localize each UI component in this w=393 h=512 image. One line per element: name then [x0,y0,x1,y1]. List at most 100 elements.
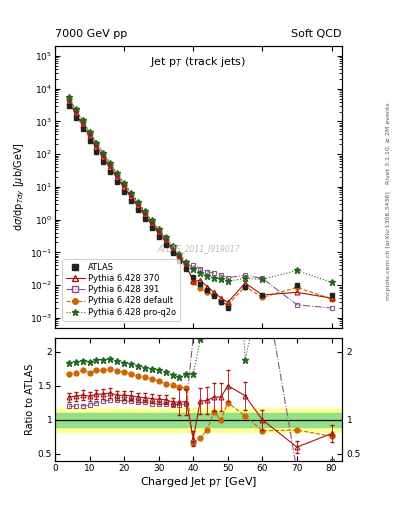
Pythia 6.428 391 [191,262,196,268]
Pythia 6.428 pro-q2o [329,280,334,286]
Pythia 6.428 default [101,151,106,157]
ATLAS [115,179,119,185]
Pythia 6.428 default [143,209,147,216]
Pythia 6.428 pro-q2o [156,226,161,232]
Pythia 6.428 pro-q2o [198,270,202,276]
Pythia 6.428 370 [73,111,78,117]
ATLAS [108,169,113,175]
Pythia 6.428 default [108,161,113,167]
Pythia 6.428 391 [329,305,334,311]
ATLAS [156,233,161,240]
Pythia 6.428 391 [198,266,202,272]
Pythia 6.428 pro-q2o [243,275,248,282]
Legend: ATLAS, Pythia 6.428 370, Pythia 6.428 391, Pythia 6.428 default, Pythia 6.428 pr: ATLAS, Pythia 6.428 370, Pythia 6.428 39… [62,259,180,321]
Pythia 6.428 370 [295,289,299,295]
Pythia 6.428 370 [184,263,189,269]
Text: 7000 GeV pp: 7000 GeV pp [55,29,127,39]
Text: mcplots.cern.ch [arXiv:1306.3436]: mcplots.cern.ch [arXiv:1306.3436] [386,191,391,300]
Pythia 6.428 default [205,289,209,295]
Pythia 6.428 391 [219,272,223,279]
Pythia 6.428 default [191,280,196,286]
ATLAS [136,207,140,213]
Pythia 6.428 370 [177,255,182,261]
Pythia 6.428 pro-q2o [108,160,113,166]
Pythia 6.428 370 [108,164,113,170]
Pythia 6.428 pro-q2o [115,170,119,176]
Pythia 6.428 391 [66,100,71,106]
Pythia 6.428 default [122,181,127,187]
Pythia 6.428 default [136,200,140,206]
Pythia 6.428 391 [149,222,154,228]
Pythia 6.428 370 [136,203,140,209]
Line: Pythia 6.428 default: Pythia 6.428 default [66,96,334,307]
Pythia 6.428 pro-q2o [191,266,196,272]
ATLAS [170,250,175,256]
Pythia 6.428 default [73,107,78,113]
Pythia 6.428 391 [205,268,209,274]
ATLAS [184,266,189,272]
ATLAS [329,292,334,298]
Pythia 6.428 391 [87,135,92,141]
ATLAS [143,216,147,222]
Pythia 6.428 pro-q2o [143,208,147,215]
Line: Pythia 6.428 391: Pythia 6.428 391 [66,101,334,310]
Pythia 6.428 391 [136,204,140,210]
ATLAS [101,159,106,165]
Y-axis label: d$\sigma$/dp$_{Tdy}$ [$\mu$b/GeV]: d$\sigma$/dp$_{Tdy}$ [$\mu$b/GeV] [13,142,27,231]
Pythia 6.428 pro-q2o [136,199,140,205]
Pythia 6.428 391 [115,176,119,182]
Pythia 6.428 pro-q2o [149,217,154,223]
Pythia 6.428 default [212,292,217,298]
ATLAS [198,281,202,287]
ATLAS [295,282,299,288]
X-axis label: Charged Jet p$_T$ [GeV]: Charged Jet p$_T$ [GeV] [140,475,257,489]
Pythia 6.428 default [94,141,99,147]
Pythia 6.428 default [184,261,189,267]
Pythia 6.428 pro-q2o [170,243,175,249]
Pythia 6.428 391 [73,112,78,118]
ATLAS [66,103,71,109]
Pythia 6.428 391 [143,213,147,219]
Pythia 6.428 default [87,130,92,136]
Pythia 6.428 default [163,236,168,242]
Pythia 6.428 default [66,95,71,101]
Pythia 6.428 370 [205,284,209,290]
Pythia 6.428 391 [212,270,217,276]
Line: ATLAS: ATLAS [66,103,334,310]
ATLAS [80,126,85,132]
ATLAS [129,198,133,204]
Pythia 6.428 391 [156,231,161,237]
Pythia 6.428 370 [66,99,71,105]
ATLAS [226,305,230,311]
Pythia 6.428 391 [129,195,133,201]
Pythia 6.428 370 [226,299,230,305]
Pythia 6.428 pro-q2o [163,234,168,240]
Pythia 6.428 391 [94,145,99,152]
Pythia 6.428 pro-q2o [94,140,99,146]
Pythia 6.428 default [129,190,133,197]
Pythia 6.428 370 [94,144,99,150]
Pythia 6.428 default [219,299,223,305]
Pythia 6.428 370 [170,247,175,253]
Pythia 6.428 pro-q2o [122,180,127,186]
ATLAS [243,284,248,290]
Pythia 6.428 391 [226,274,230,281]
Pythia 6.428 391 [163,239,168,245]
Pythia 6.428 370 [87,133,92,139]
Text: Rivet 3.1.10, ≥ 2M events: Rivet 3.1.10, ≥ 2M events [386,102,391,184]
Pythia 6.428 370 [198,277,202,283]
Pythia 6.428 370 [115,175,119,181]
Pythia 6.428 370 [80,122,85,128]
Pythia 6.428 391 [170,247,175,253]
Line: Pythia 6.428 370: Pythia 6.428 370 [66,99,334,305]
Pythia 6.428 default [226,302,230,308]
Text: Jet p$_T$ (track jets): Jet p$_T$ (track jets) [151,55,246,69]
ATLAS [73,115,78,121]
Pythia 6.428 default [260,294,265,301]
Pythia 6.428 391 [80,123,85,130]
ATLAS [87,138,92,144]
Pythia 6.428 default [170,244,175,250]
Pythia 6.428 370 [329,295,334,301]
Pythia 6.428 pro-q2o [295,267,299,273]
ATLAS [149,225,154,231]
